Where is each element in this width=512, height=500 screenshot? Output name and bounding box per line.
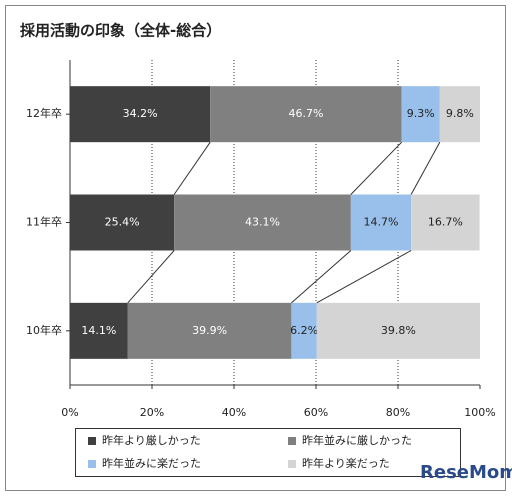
legend-swatch [88, 460, 96, 468]
series-line [173, 141, 211, 195]
value-label: 6.2% [290, 324, 318, 337]
value-label: 34.2% [123, 107, 158, 120]
value-label: 9.8% [446, 107, 474, 120]
value-label: 46.7% [288, 107, 323, 120]
x-tick-label: 100% [464, 406, 495, 419]
x-tick-label: 80% [386, 406, 410, 419]
bar-segment [350, 194, 412, 251]
value-label: 14.7% [364, 216, 399, 229]
y-tick-label: 10年卒 [26, 323, 62, 337]
legend-label: 昨年より楽だった [302, 456, 390, 470]
x-tick-label: 0% [61, 406, 78, 419]
series-line [127, 250, 175, 304]
legend-swatch [88, 437, 96, 445]
series-line [316, 250, 412, 304]
value-label: 25.4% [105, 216, 140, 229]
value-label: 9.3% [407, 107, 435, 120]
y-tick-label: 12年卒 [26, 106, 62, 120]
bar-segment [174, 194, 351, 251]
legend-swatch [288, 460, 296, 468]
legend-box [75, 428, 461, 477]
bar-segment [70, 86, 211, 143]
bar-segment [401, 86, 440, 143]
bar-segment [210, 86, 402, 143]
legend-label: 昨年並みに楽だった [102, 456, 201, 470]
bar-segment [439, 86, 480, 143]
bar-segment [291, 302, 317, 359]
chart-title: 採用活動の印象（全体-総合） [20, 22, 221, 40]
watermark: ReseMom [420, 462, 512, 483]
value-label: 39.9% [192, 324, 227, 337]
value-label: 14.1% [81, 324, 116, 337]
legend-swatch [288, 437, 296, 445]
x-tick-label: 20% [140, 406, 164, 419]
legend-label: 昨年並みに厳しかった [302, 433, 412, 447]
bar-segment [316, 302, 480, 359]
x-tick-label: 60% [304, 406, 328, 419]
legend-label: 昨年より厳しかった [102, 433, 201, 447]
bar-segment [70, 302, 128, 359]
series-line [350, 141, 403, 195]
x-tick-label: 40% [222, 406, 246, 419]
bar-segment [411, 194, 480, 251]
y-tick-label: 11年卒 [26, 215, 62, 229]
value-label: 16.7% [428, 216, 463, 229]
value-label: 39.8% [381, 324, 416, 337]
value-label: 43.1% [245, 216, 280, 229]
bar-segment [127, 302, 292, 359]
series-line [291, 250, 352, 304]
bar-segment [70, 194, 175, 251]
series-line [410, 141, 441, 195]
